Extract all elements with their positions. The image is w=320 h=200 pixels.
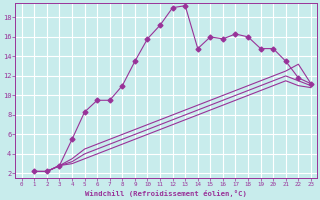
X-axis label: Windchill (Refroidissement éolien,°C): Windchill (Refroidissement éolien,°C) <box>85 190 247 197</box>
